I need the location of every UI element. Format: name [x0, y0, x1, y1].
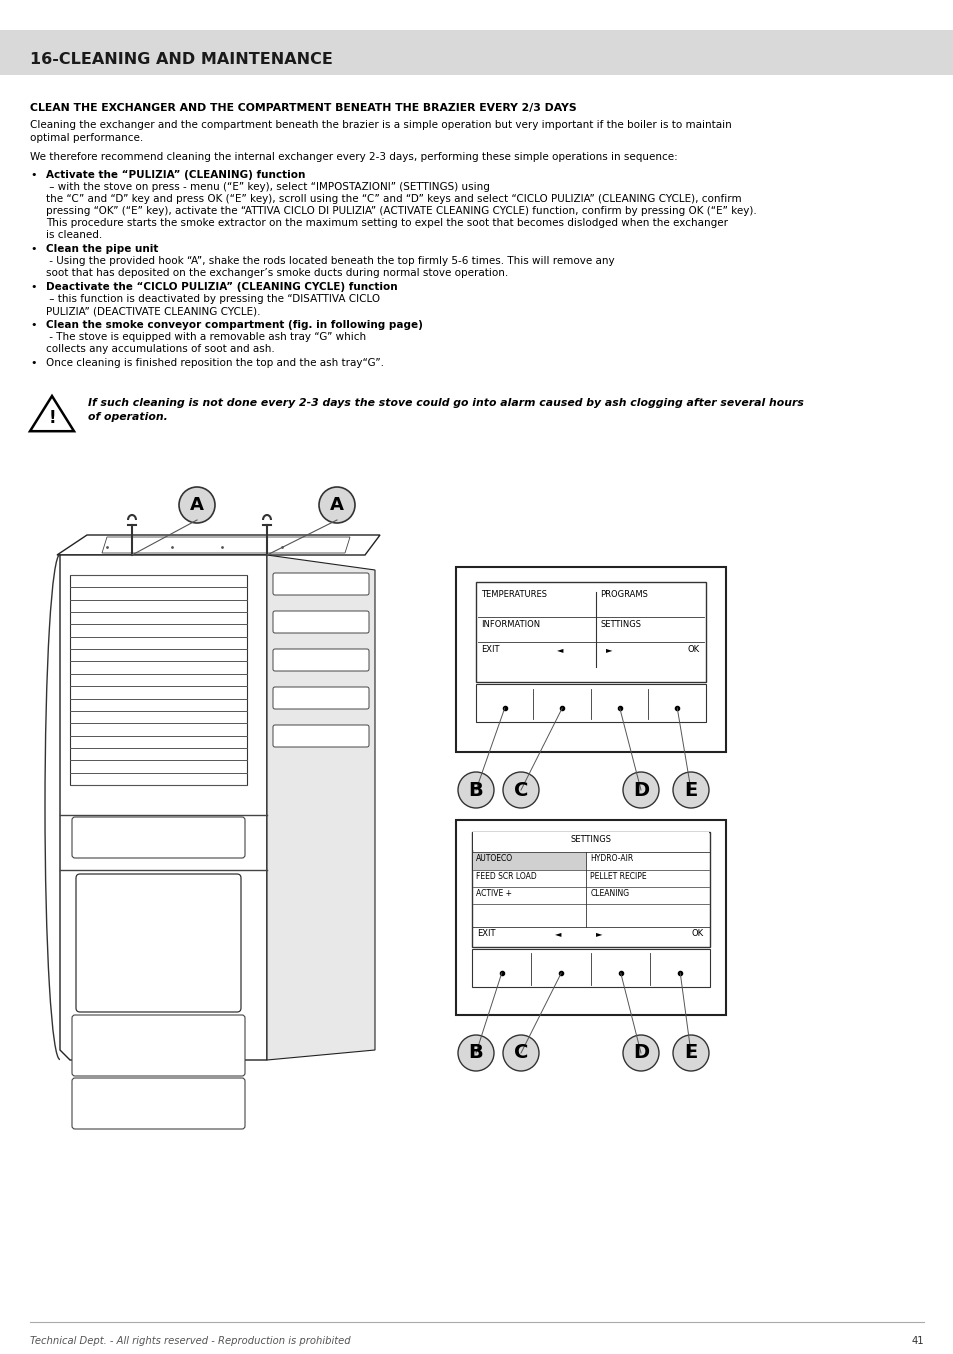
Text: PROGRAMS: PROGRAMS — [600, 590, 648, 598]
Bar — [476, 582, 705, 682]
Circle shape — [318, 487, 355, 523]
Polygon shape — [57, 535, 379, 555]
Text: - Using the provided hook “A”, shake the rods located beneath the top firmly 5-6: - Using the provided hook “A”, shake the… — [46, 256, 614, 265]
Text: Clean the pipe unit: Clean the pipe unit — [46, 244, 158, 255]
Polygon shape — [30, 395, 74, 431]
Text: – with the stove on press - menu (“E” key), select “IMPOSTAZIONI” (SETTINGS) usi: – with the stove on press - menu (“E” ke… — [46, 181, 489, 192]
Bar — [0, 30, 953, 74]
Circle shape — [457, 1034, 494, 1071]
Bar — [473, 853, 586, 871]
Text: EXIT: EXIT — [476, 929, 495, 938]
Text: •: • — [30, 320, 36, 330]
Bar — [476, 684, 705, 722]
FancyBboxPatch shape — [273, 724, 369, 747]
FancyBboxPatch shape — [273, 611, 369, 634]
FancyBboxPatch shape — [76, 873, 241, 1011]
Text: CLEAN THE EXCHANGER AND THE COMPARTMENT BENEATH THE BRAZIER EVERY 2/3 DAYS: CLEAN THE EXCHANGER AND THE COMPARTMENT … — [30, 103, 576, 112]
Circle shape — [502, 772, 538, 808]
Text: SETTINGS: SETTINGS — [600, 620, 641, 630]
Text: ACTIVE +: ACTIVE + — [476, 890, 512, 898]
Bar — [472, 949, 709, 987]
Circle shape — [179, 487, 214, 523]
Text: EXIT: EXIT — [480, 645, 499, 654]
FancyBboxPatch shape — [273, 573, 369, 594]
Text: AUTOECO: AUTOECO — [476, 854, 513, 862]
Text: PELLET RECIPE: PELLET RECIPE — [590, 872, 646, 881]
Text: – this function is deactivated by pressing the “DISATTIVA CICLO: – this function is deactivated by pressi… — [46, 294, 379, 305]
Text: Clean the smoke conveyor compartment (fig. in following page): Clean the smoke conveyor compartment (fi… — [46, 320, 422, 330]
Text: B: B — [468, 1044, 483, 1063]
Text: CLEANING: CLEANING — [590, 890, 629, 898]
Text: E: E — [683, 1044, 697, 1063]
Text: is cleaned.: is cleaned. — [46, 230, 102, 240]
Circle shape — [457, 772, 494, 808]
Text: ◄: ◄ — [556, 645, 562, 654]
Text: soot that has deposited on the exchanger’s smoke ducts during normal stove opera: soot that has deposited on the exchanger… — [46, 268, 508, 278]
Bar — [456, 821, 725, 1016]
Text: We therefore recommend cleaning the internal exchanger every 2-3 days, performin: We therefore recommend cleaning the inte… — [30, 152, 677, 162]
Text: •: • — [30, 171, 36, 180]
FancyBboxPatch shape — [71, 816, 245, 858]
Text: B: B — [468, 780, 483, 799]
Text: collects any accumulations of soot and ash.: collects any accumulations of soot and a… — [46, 344, 274, 353]
Polygon shape — [60, 555, 267, 1060]
Text: !: ! — [49, 409, 56, 427]
Text: FEED SCR LOAD: FEED SCR LOAD — [476, 872, 537, 881]
FancyBboxPatch shape — [71, 1078, 245, 1129]
Text: ◄: ◄ — [555, 929, 561, 938]
Bar — [472, 831, 709, 946]
Text: pressing “OK” (“E” key), activate the “ATTIVA CICLO DI PULIZIA” (ACTIVATE CLEANI: pressing “OK” (“E” key), activate the “A… — [46, 206, 756, 217]
Text: OK: OK — [691, 929, 703, 938]
Text: OK: OK — [687, 645, 700, 654]
Text: D: D — [632, 780, 648, 799]
FancyBboxPatch shape — [273, 649, 369, 672]
Bar — [70, 575, 247, 785]
Text: C: C — [514, 1044, 528, 1063]
Polygon shape — [102, 538, 350, 552]
Text: the “C” and “D” key and press OK (“E” key), scroll using the “C” and “D” keys an: the “C” and “D” key and press OK (“E” ke… — [46, 194, 740, 204]
Text: ►: ► — [605, 645, 612, 654]
Text: E: E — [683, 780, 697, 799]
Text: Cleaning the exchanger and the compartment beneath the brazier is a simple opera: Cleaning the exchanger and the compartme… — [30, 121, 731, 144]
Text: This procedure starts the smoke extractor on the maximum setting to expel the so: This procedure starts the smoke extracto… — [46, 218, 727, 227]
Text: C: C — [514, 780, 528, 799]
Text: TEMPERATURES: TEMPERATURES — [480, 590, 546, 598]
Circle shape — [622, 1034, 659, 1071]
Text: SETTINGS: SETTINGS — [570, 835, 611, 844]
Text: •: • — [30, 282, 36, 292]
Text: Activate the “PULIZIA” (CLEANING) function: Activate the “PULIZIA” (CLEANING) functi… — [46, 171, 305, 180]
Text: HYDRO-AIR: HYDRO-AIR — [590, 854, 633, 862]
Text: Once cleaning is finished reposition the top and the ash tray“G”.: Once cleaning is finished reposition the… — [46, 357, 384, 368]
Text: 16-CLEANING AND MAINTENANCE: 16-CLEANING AND MAINTENANCE — [30, 51, 333, 66]
Text: PULIZIA” (DEACTIVATE CLEANING CYCLE).: PULIZIA” (DEACTIVATE CLEANING CYCLE). — [46, 306, 260, 315]
Circle shape — [672, 772, 708, 808]
Circle shape — [502, 1034, 538, 1071]
FancyBboxPatch shape — [273, 686, 369, 709]
Text: 41: 41 — [910, 1336, 923, 1346]
FancyBboxPatch shape — [71, 1016, 245, 1076]
Text: Deactivate the “CICLO PULIZIA” (CLEANING CYCLE) function: Deactivate the “CICLO PULIZIA” (CLEANING… — [46, 282, 397, 292]
Text: Technical Dept. - All rights reserved - Reproduction is prohibited: Technical Dept. - All rights reserved - … — [30, 1336, 351, 1346]
Text: A: A — [190, 496, 204, 515]
Text: - The stove is equipped with a removable ash tray “G” which: - The stove is equipped with a removable… — [46, 332, 366, 343]
Text: ►: ► — [596, 929, 602, 938]
Polygon shape — [267, 555, 375, 1060]
Text: D: D — [632, 1044, 648, 1063]
Text: If such cleaning is not done every 2-3 days the stove could go into alarm caused: If such cleaning is not done every 2-3 d… — [88, 398, 803, 422]
Circle shape — [622, 772, 659, 808]
Text: •: • — [30, 357, 36, 368]
Bar — [473, 831, 708, 850]
Circle shape — [672, 1034, 708, 1071]
Bar — [456, 567, 725, 751]
Text: INFORMATION: INFORMATION — [480, 620, 539, 630]
Text: A: A — [330, 496, 344, 515]
Text: •: • — [30, 244, 36, 255]
